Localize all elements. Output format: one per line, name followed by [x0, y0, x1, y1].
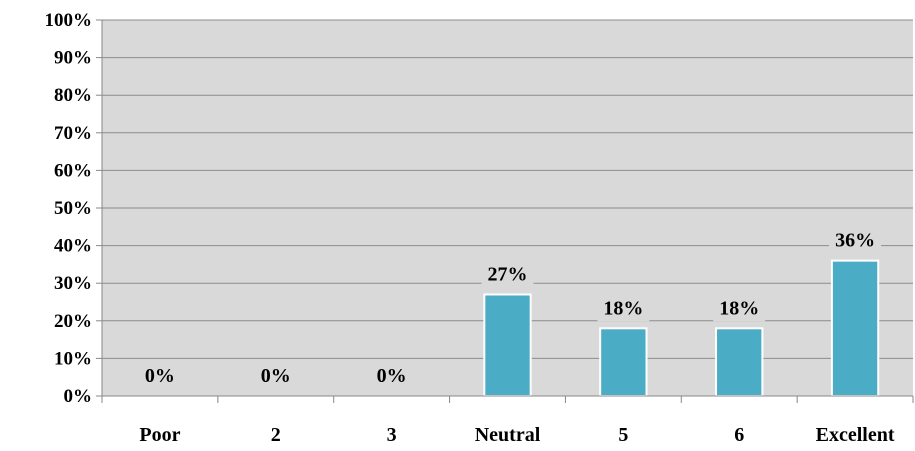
data-label: 36%: [835, 230, 875, 252]
data-label: 0%: [145, 365, 175, 387]
y-tick-label: 40%: [54, 236, 92, 257]
bar: [599, 327, 648, 398]
x-axis: Poor 2 3 Neutral 5 6 Excellent: [101, 395, 914, 446]
data-label: 0%: [377, 365, 407, 387]
x-category-label: 3: [387, 424, 397, 446]
data-label-background: [597, 297, 650, 322]
x-category-label: Poor: [139, 424, 180, 446]
bar: [830, 259, 880, 398]
x-category-label: 6: [734, 424, 744, 446]
y-tick-label: 100%: [45, 10, 93, 31]
data-label-background: [829, 229, 882, 254]
data-label: 18%: [603, 297, 643, 319]
bar: [483, 293, 532, 398]
y-tick-label: 50%: [54, 198, 92, 219]
y-tick-label: 80%: [54, 85, 92, 106]
data-labels: 0% 0% 0% 27% 18% 18% 36%: [133, 229, 882, 389]
data-label: 27%: [488, 263, 528, 285]
y-tick-label: 20%: [54, 311, 92, 332]
data-label-background: [249, 365, 302, 389]
y-tick-label: 60%: [54, 160, 92, 181]
y-tick-label: 70%: [54, 123, 92, 144]
y-tick-label: 30%: [54, 273, 92, 294]
y-tick-label: 10%: [54, 348, 92, 369]
y-tick-label: 0%: [64, 386, 93, 407]
data-label-background: [133, 365, 186, 389]
data-label: 18%: [719, 297, 759, 319]
y-axis-ticks: 0% 10% 20% 30% 40% 50% 60% 70% 80% 90% 100%: [45, 10, 103, 407]
data-label-background: [365, 365, 418, 389]
x-category-label: 5: [618, 424, 628, 446]
data-label: 0%: [261, 365, 291, 387]
x-category-label: Excellent: [816, 424, 895, 446]
data-label-background: [481, 263, 534, 288]
data-label-background: [713, 297, 766, 322]
y-tick-label: 90%: [54, 48, 92, 69]
bar: [715, 327, 764, 398]
x-category-label: 2: [271, 424, 281, 446]
x-category-label: Neutral: [475, 424, 541, 446]
